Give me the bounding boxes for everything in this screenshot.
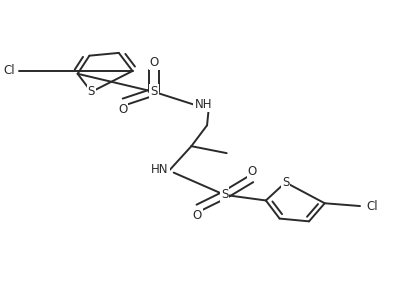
Text: S: S xyxy=(150,85,158,98)
Text: O: O xyxy=(149,56,158,69)
Text: S: S xyxy=(281,176,288,189)
Text: HN: HN xyxy=(151,163,168,176)
Text: S: S xyxy=(221,188,228,201)
Text: Cl: Cl xyxy=(365,200,377,212)
Text: S: S xyxy=(87,85,95,98)
Text: O: O xyxy=(118,103,127,116)
Text: O: O xyxy=(192,209,201,222)
Text: NH: NH xyxy=(194,98,211,111)
Text: O: O xyxy=(247,165,256,178)
Text: Cl: Cl xyxy=(3,64,15,78)
